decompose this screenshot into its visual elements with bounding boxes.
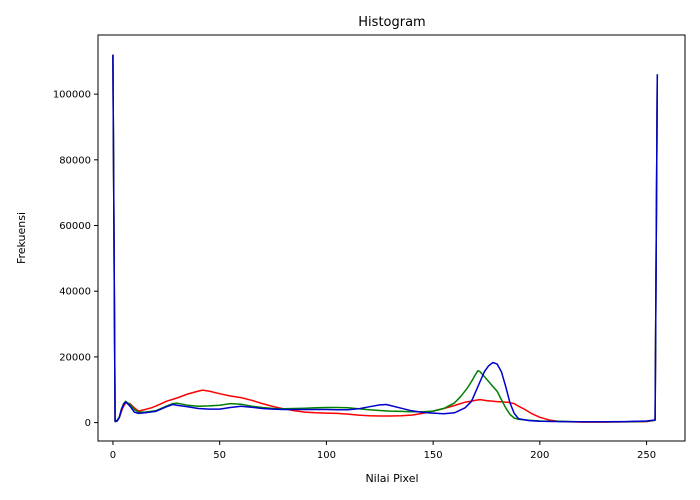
series-line-2: [112, 54, 659, 423]
x-tick-label: 250: [637, 450, 656, 461]
y-axis-label: Frekuensi: [15, 212, 28, 264]
x-axis-label: Nilai Pixel: [365, 472, 418, 485]
series-line-0: [112, 54, 659, 423]
y-tick-label: 0: [85, 418, 91, 429]
chart-title: Histogram: [358, 15, 425, 30]
x-axis: 0 50 100 150 200 250: [110, 441, 656, 461]
series-line-1: [112, 54, 659, 423]
y-tick-label: 20000: [59, 352, 91, 363]
y-tick-label: 60000: [59, 221, 91, 232]
plot-area: [112, 54, 659, 423]
plot-frame: [97, 34, 686, 442]
y-tick-label: 80000: [59, 155, 91, 166]
x-tick-label: 0: [110, 450, 116, 461]
x-tick-label: 50: [213, 450, 226, 461]
y-tick-label: 100000: [53, 90, 91, 101]
x-tick-label: 100: [317, 450, 336, 461]
y-tick-label: 40000: [59, 287, 91, 298]
x-tick-label: 150: [424, 450, 443, 461]
y-axis: 0 20000 40000 60000 80000 100000: [53, 90, 98, 429]
x-tick-label: 200: [530, 450, 549, 461]
